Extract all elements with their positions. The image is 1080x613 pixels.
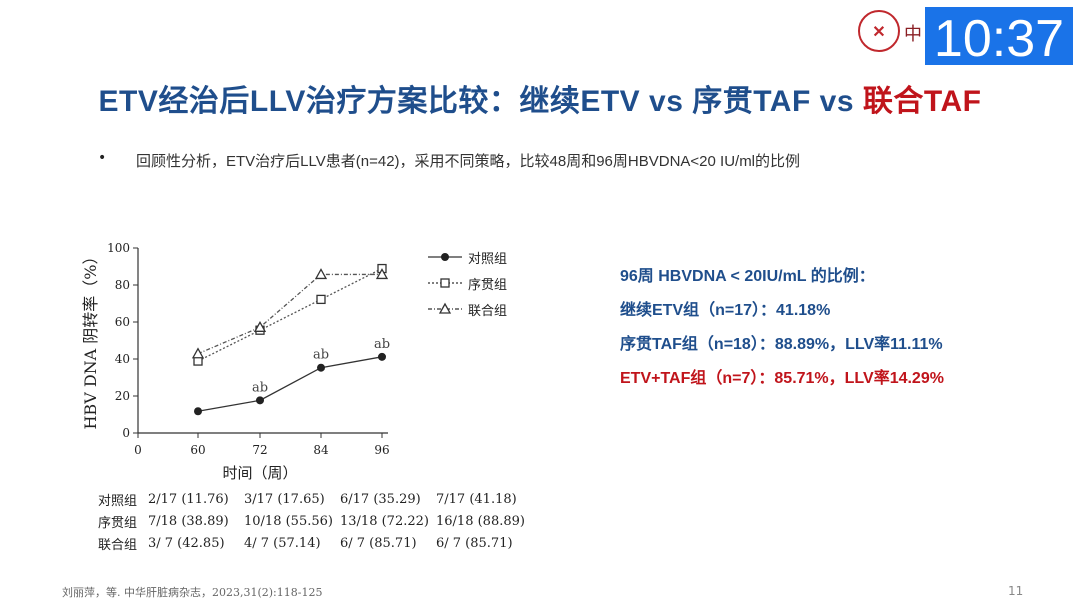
logo-glyph: ✕ xyxy=(872,21,886,41)
table-row-label: 对照组 xyxy=(98,493,138,509)
y-tick-label: 60 xyxy=(115,315,130,329)
legend-symbol xyxy=(428,302,462,314)
data-point xyxy=(256,396,264,405)
bullet-dot: • xyxy=(98,150,107,166)
data-point xyxy=(194,407,202,416)
page-number: 11 xyxy=(1008,584,1024,598)
table-row-label: 序贯组 xyxy=(98,515,138,531)
table-cell: 3/ 7 (42.85) xyxy=(148,535,225,551)
table-row-label: 联合组 xyxy=(98,537,138,553)
legend-symbol xyxy=(428,253,462,261)
chart-annotations: ab ab ab xyxy=(252,337,390,396)
legend-item: 对照组 xyxy=(428,244,507,270)
table-row: 对照组 2/17 (11.76) 3/17 (17.65) 6/17 (35.29) 7… xyxy=(98,488,532,510)
slide-title: ETV经治后LLV治疗方案比较：继续ETV vs 序贯TAF vs 联合TAF xyxy=(0,76,1080,120)
results-line-taf: 序贯TAF组（n=18）：88.89%，LLV率11.11% xyxy=(620,336,943,353)
x-axis-label: 时间（周） xyxy=(222,464,297,482)
table-cell: 2/17 (11.76) xyxy=(148,491,229,507)
hospital-logo-icon: ✕ xyxy=(858,10,900,52)
data-point xyxy=(253,320,267,332)
table-cell: 7/18 (38.89) xyxy=(148,513,229,529)
citation: 刘丽萍，等. 中华肝脏病杂志，2023,31(2):118-125 xyxy=(62,586,323,599)
results-line-etv: 继续ETV组（n=17）：41.18% xyxy=(620,302,831,319)
series-line xyxy=(197,356,383,412)
table-cell: 4/ 7 (57.14) xyxy=(244,535,321,551)
y-axis-label: HBV DNA 阴转率（%） xyxy=(81,248,100,429)
legend-item: 联合组 xyxy=(428,296,507,322)
table-cell: 7/17 (41.18) xyxy=(436,491,517,507)
table-cell: 3/17 (17.65) xyxy=(244,491,325,507)
y-tick-label: 100 xyxy=(107,241,130,255)
table-cell: 6/17 (35.29) xyxy=(340,491,421,507)
series-line xyxy=(197,273,382,355)
data-point xyxy=(440,278,450,288)
annotation-label: ab xyxy=(313,348,329,363)
series-group xyxy=(193,263,387,366)
y-tick-label: 40 xyxy=(115,352,130,366)
chart-legend: 对照组 序贯组 联合组 xyxy=(428,244,507,322)
legend-label: 对照组 xyxy=(468,251,508,267)
x-tick-label: 96 xyxy=(374,443,389,457)
legend-label: 序贯组 xyxy=(468,277,508,293)
y-tick-label: 80 xyxy=(115,278,130,292)
table-cell: 13/18 (72.22) xyxy=(340,513,429,529)
chart-series xyxy=(191,263,389,416)
legend-label: 联合组 xyxy=(468,303,508,319)
table-cell: 10/18 (55.56) xyxy=(244,513,333,529)
y-tick-label: 0 xyxy=(122,426,130,440)
clock-overlay: 10:37 xyxy=(922,4,1076,68)
title-highlight: 联合TAF xyxy=(862,85,982,118)
data-point xyxy=(191,347,205,359)
results-heading: 96周 HBVDNA < 20IU/mL 的比例： xyxy=(620,268,875,285)
table-cell: 16/18 (88.89) xyxy=(436,513,525,529)
data-point xyxy=(375,268,389,280)
legend-item: 序贯组 xyxy=(428,270,507,296)
data-point xyxy=(378,352,386,361)
table-row: 序贯组 7/18 (38.89) 10/18 (55.56) 13/18 (72.22… xyxy=(98,510,532,532)
data-point xyxy=(438,302,452,314)
table-cell: 6/ 7 (85.71) xyxy=(436,535,513,551)
title-main: ETV经治后LLV治疗方案比较：继续ETV vs 序贯TAF vs xyxy=(98,85,863,118)
legend-symbol xyxy=(428,278,462,288)
x-tick-label: 72 xyxy=(252,443,267,457)
annotation-label: ab xyxy=(252,380,268,395)
annotation-label: ab xyxy=(374,337,390,352)
table-row: 联合组 3/ 7 (42.85) 4/ 7 (57.14) 6/ 7 (85.71) 6… xyxy=(98,532,532,554)
data-point xyxy=(316,294,326,305)
x-tick-label: 60 xyxy=(190,443,205,457)
x-tick-label: 0 xyxy=(134,443,142,457)
bullet-text: 回顾性分析，ETV治疗后LLV患者(n=42)，采用不同策略，比较48周和96周… xyxy=(136,153,801,170)
data-table: 对照组 2/17 (11.76) 3/17 (17.65) 6/17 (35.29) 7… xyxy=(98,488,532,554)
data-point xyxy=(441,253,449,261)
results-panel: 96周 HBVDNA < 20IU/mL 的比例： 继续ETV组（n=17）：4… xyxy=(620,262,944,398)
table-cell: 6/ 7 (85.71) xyxy=(340,535,417,551)
y-tick-label: 20 xyxy=(115,389,130,403)
series-group xyxy=(191,268,389,359)
series-line xyxy=(197,267,383,362)
data-point xyxy=(317,363,325,372)
data-point xyxy=(314,268,328,280)
chart-axes: 0 20 40 60 80 100 0 60 72 84 96 xyxy=(107,241,390,457)
line-chart: 0 20 40 60 80 100 0 60 72 84 96 ab ab ab 时间（周） HBV D… xyxy=(81,241,390,482)
results-line-combo: ETV+TAF组（n=7）：85.71%，LLV率14.29% xyxy=(620,370,944,387)
logo-text: 中 xyxy=(904,24,922,45)
series-group xyxy=(194,352,386,416)
x-tick-label: 84 xyxy=(313,443,329,457)
